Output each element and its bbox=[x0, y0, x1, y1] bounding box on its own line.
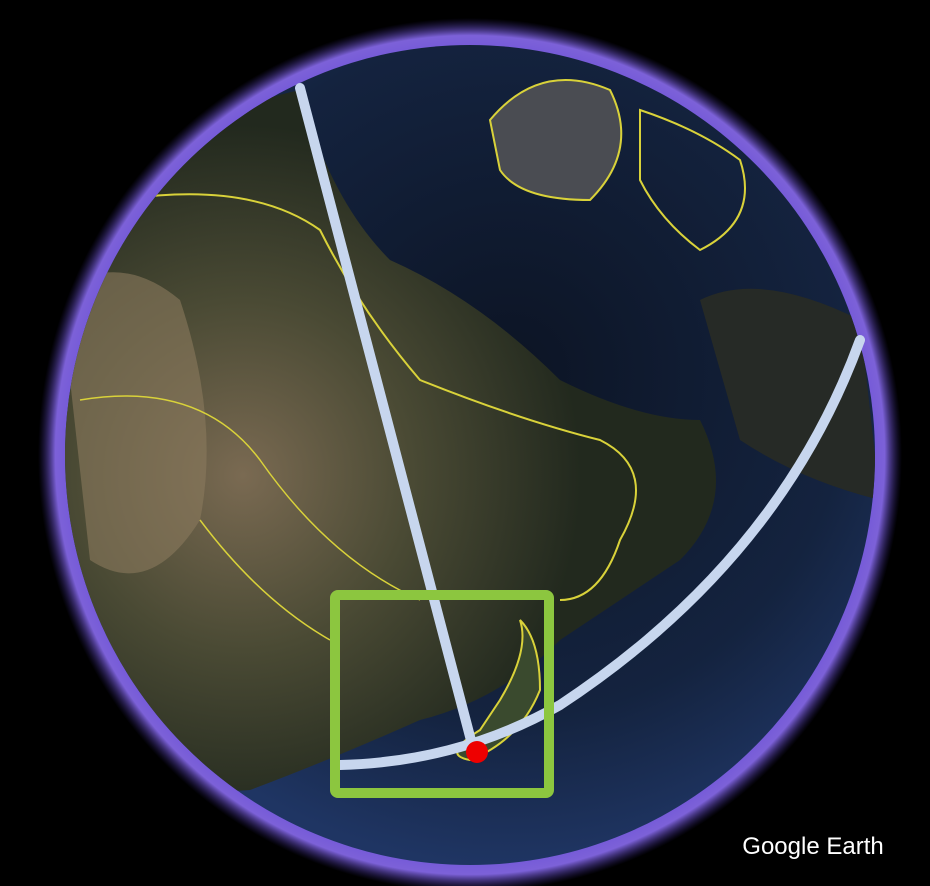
highlight-box bbox=[330, 590, 554, 798]
attribution: Google Earth bbox=[742, 833, 883, 860]
route-line bbox=[295, 83, 478, 753]
north-america bbox=[700, 288, 875, 500]
border-line bbox=[119, 193, 637, 601]
border-line bbox=[79, 395, 421, 641]
location-marker bbox=[466, 741, 488, 763]
west-region bbox=[65, 272, 207, 574]
route-arc bbox=[335, 335, 865, 770]
greenland bbox=[488, 79, 623, 202]
islands-outline bbox=[639, 108, 746, 252]
